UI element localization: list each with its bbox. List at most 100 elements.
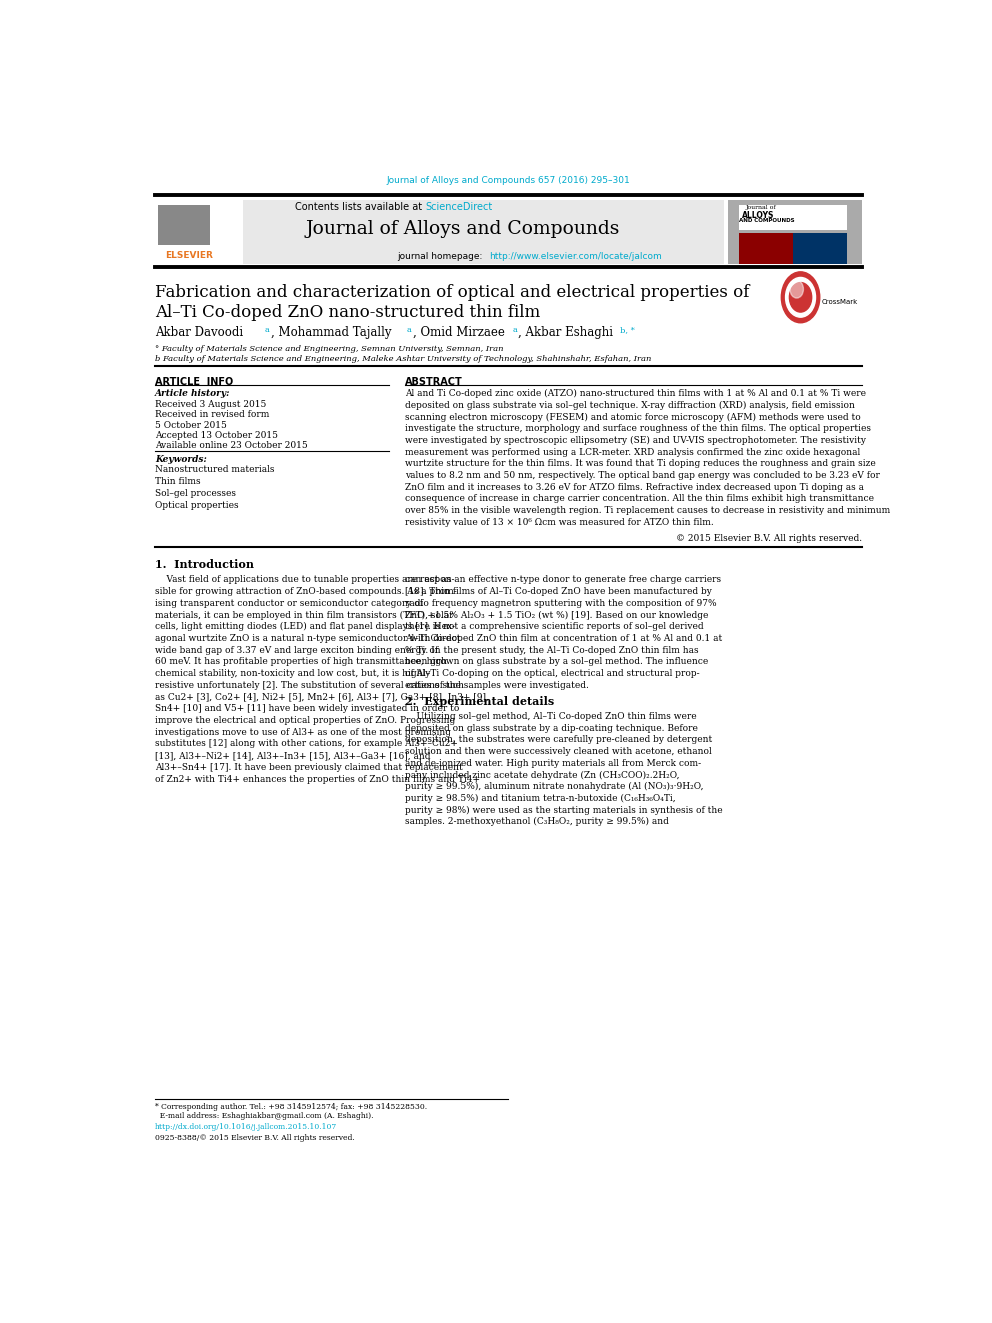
Text: [18]. Thin films of Al–Ti Co-doped ZnO have been manufactured by: [18]. Thin films of Al–Ti Co-doped ZnO h… — [405, 587, 711, 597]
Text: 0925-8388/© 2015 Elsevier B.V. All rights reserved.: 0925-8388/© 2015 Elsevier B.V. All right… — [155, 1134, 354, 1142]
FancyBboxPatch shape — [155, 200, 243, 263]
Text: as Cu2+ [3], Co2+ [4], Ni2+ [5], Mn2+ [6], Al3+ [7], Ga3+ [8], In3+ [9],: as Cu2+ [3], Co2+ [4], Ni2+ [5], Mn2+ [6… — [155, 692, 489, 701]
Text: Vast field of applications due to tunable properties are respon-: Vast field of applications due to tunabl… — [155, 576, 454, 585]
Text: b, *: b, * — [620, 325, 635, 333]
Text: erties of the samples were investigated.: erties of the samples were investigated. — [405, 681, 588, 689]
Text: over 85% in the visible wavelength region. Ti replacement causes to decrease in : over 85% in the visible wavelength regio… — [405, 507, 890, 515]
Circle shape — [790, 280, 804, 298]
Text: ABSTRACT: ABSTRACT — [405, 377, 462, 386]
Text: ARTICLE  INFO: ARTICLE INFO — [155, 377, 233, 386]
Text: , Mohammad Tajally: , Mohammad Tajally — [271, 325, 395, 339]
FancyBboxPatch shape — [155, 200, 724, 263]
Text: scanning electron microscopy (FESEM) and atomic force microscopy (AFM) methods w: scanning electron microscopy (FESEM) and… — [405, 413, 860, 422]
Text: there is not a comprehensive scientific reports of sol–gel derived: there is not a comprehensive scientific … — [405, 622, 703, 631]
Text: Accepted 13 October 2015: Accepted 13 October 2015 — [155, 431, 278, 439]
Text: deposited on glass substrate via sol–gel technique. X-ray diffraction (XRD) anal: deposited on glass substrate via sol–gel… — [405, 401, 854, 410]
Text: purity ≥ 99.5%), aluminum nitrate nonahydrate (Al (NO₃)₃·9H₂O,: purity ≥ 99.5%), aluminum nitrate nonahy… — [405, 782, 703, 791]
Text: measurement was performed using a LCR-meter. XRD analysis confirmed the zinc oxi: measurement was performed using a LCR-me… — [405, 447, 860, 456]
Text: been grown on glass substrate by a sol–gel method. The influence: been grown on glass substrate by a sol–g… — [405, 658, 708, 667]
Text: b Faculty of Materials Science and Engineering, Maleke Ashtar University of Tech: b Faculty of Materials Science and Engin… — [155, 356, 651, 364]
Text: purity ≥ 98%) were used as the starting materials in synthesis of the: purity ≥ 98%) were used as the starting … — [405, 806, 722, 815]
Text: Journal of Alloys and Compounds: Journal of Alloys and Compounds — [306, 220, 619, 238]
Text: cells, light emitting diodes (LED) and flat panel displays [1]. Hex-: cells, light emitting diodes (LED) and f… — [155, 622, 454, 631]
Text: 5 October 2015: 5 October 2015 — [155, 421, 226, 430]
Text: a: a — [265, 325, 270, 333]
FancyBboxPatch shape — [158, 205, 210, 245]
Text: pany included zinc acetate dehydrate (Zn (CH₃COO)₂.2H₂O,: pany included zinc acetate dehydrate (Zn… — [405, 770, 680, 779]
Circle shape — [786, 278, 815, 318]
Text: Akbar Davoodi: Akbar Davoodi — [155, 325, 247, 339]
Text: Thin films: Thin films — [155, 478, 200, 486]
Text: and de-ionized water. High purity materials all from Merck com-: and de-ionized water. High purity materi… — [405, 759, 700, 767]
Text: Keywords:: Keywords: — [155, 455, 206, 464]
Text: Journal of Alloys and Compounds 657 (2016) 295–301: Journal of Alloys and Compounds 657 (201… — [387, 176, 630, 185]
Text: , Omid Mirzaee: , Omid Mirzaee — [413, 325, 509, 339]
Text: of Al–Ti Co-doping on the optical, electrical and structural prop-: of Al–Ti Co-doping on the optical, elect… — [405, 669, 699, 679]
Text: Utilizing sol–gel method, Al–Ti Co-doped ZnO thin films were: Utilizing sol–gel method, Al–Ti Co-doped… — [405, 712, 696, 721]
Text: samples. 2-methoxyethanol (C₃H₈O₂, purity ≥ 99.5%) and: samples. 2-methoxyethanol (C₃H₈O₂, purit… — [405, 818, 669, 827]
Text: materials, it can be employed in thin film transistors (TFT), solar: materials, it can be employed in thin fi… — [155, 610, 453, 619]
Text: consequence of increase in charge carrier concentration. All the thin films exhi: consequence of increase in charge carrie… — [405, 495, 874, 504]
Text: a: a — [512, 325, 517, 333]
FancyBboxPatch shape — [727, 200, 862, 263]
Text: Article history:: Article history: — [155, 389, 230, 398]
Text: investigations move to use of Al3+ as one of the most promising: investigations move to use of Al3+ as on… — [155, 728, 450, 737]
Text: resistive unfortunately [2]. The substitution of several cations such: resistive unfortunately [2]. The substit… — [155, 681, 463, 689]
Text: purity ≥ 98.5%) and titanium tetra-n-butoxide (C₁₆H₃₆O₄Ti,: purity ≥ 98.5%) and titanium tetra-n-but… — [405, 794, 676, 803]
FancyBboxPatch shape — [793, 233, 847, 263]
Text: * Corresponding author. Tel.: +98 3145912574; fax: +98 3145228530.: * Corresponding author. Tel.: +98 314591… — [155, 1103, 427, 1111]
Text: Sn4+ [10] and V5+ [11] have been widely investigated in order to: Sn4+ [10] and V5+ [11] have been widely … — [155, 704, 459, 713]
Text: chemical stability, non-toxicity and low cost, but, it is highly: chemical stability, non-toxicity and low… — [155, 669, 431, 679]
Text: improve the electrical and optical properties of ZnO. Progressing: improve the electrical and optical prope… — [155, 716, 455, 725]
Text: E-mail address: Eshaghiakbar@gmail.com (A. Eshaghi).: E-mail address: Eshaghiakbar@gmail.com (… — [155, 1113, 373, 1121]
Text: http://www.elsevier.com/locate/jalcom: http://www.elsevier.com/locate/jalcom — [489, 253, 662, 262]
Text: © 2015 Elsevier B.V. All rights reserved.: © 2015 Elsevier B.V. All rights reserved… — [676, 533, 862, 542]
Text: , Akbar Eshaghi: , Akbar Eshaghi — [519, 325, 617, 339]
Text: Available online 23 October 2015: Available online 23 October 2015 — [155, 441, 308, 450]
FancyBboxPatch shape — [739, 233, 793, 263]
Text: Al and Ti Co-doped zinc oxide (ATZO) nano-structured thin films with 1 at % Al a: Al and Ti Co-doped zinc oxide (ATZO) nan… — [405, 389, 866, 398]
Text: were investigated by spectroscopic ellipsometry (SE) and UV-VIS spectrophotomete: were investigated by spectroscopic ellip… — [405, 435, 866, 445]
Text: Contents lists available at: Contents lists available at — [295, 201, 426, 212]
Text: a: a — [407, 325, 412, 333]
Text: Al–Ti Co-doped ZnO thin film at concentration of 1 at % Al and 0.1 at: Al–Ti Co-doped ZnO thin film at concentr… — [405, 634, 722, 643]
Text: Fabrication and characterization of optical and electrical properties of: Fabrication and characterization of opti… — [155, 284, 749, 302]
Circle shape — [782, 271, 819, 323]
FancyBboxPatch shape — [739, 205, 847, 230]
Text: Received 3 August 2015: Received 3 August 2015 — [155, 400, 266, 409]
Text: radio frequency magnetron sputtering with the composition of 97%: radio frequency magnetron sputtering wit… — [405, 599, 716, 607]
Text: can act as an effective n-type donor to generate free charge carriers: can act as an effective n-type donor to … — [405, 576, 721, 585]
Text: wide band gap of 3.37 eV and large exciton binding energy of: wide band gap of 3.37 eV and large excit… — [155, 646, 437, 655]
Text: wurtzite structure for the thin films. It was found that Ti doping reduces the r: wurtzite structure for the thin films. I… — [405, 459, 875, 468]
Text: journal homepage:: journal homepage: — [397, 253, 485, 262]
Text: ising transparent conductor or semiconductor category of: ising transparent conductor or semicondu… — [155, 599, 423, 607]
Text: Optical properties: Optical properties — [155, 500, 238, 509]
Text: Al–Ti Co-doped ZnO nano-structured thin film: Al–Ti Co-doped ZnO nano-structured thin … — [155, 304, 540, 321]
Text: sible for growing attraction of ZnO-based compounds. As a prom-: sible for growing attraction of ZnO-base… — [155, 587, 456, 597]
Text: % Ti. In the present study, the Al–Ti Co-doped ZnO thin film has: % Ti. In the present study, the Al–Ti Co… — [405, 646, 698, 655]
Text: agonal wurtzite ZnO is a natural n-type semiconductor with direct: agonal wurtzite ZnO is a natural n-type … — [155, 634, 460, 643]
Text: ScienceDirect: ScienceDirect — [426, 201, 493, 212]
Text: Al3+–Sn4+ [17]. It have been previously claimed that replacement: Al3+–Sn4+ [17]. It have been previously … — [155, 763, 462, 771]
Text: resistivity value of 13 × 10⁶ Ωcm was measured for ATZO thin film.: resistivity value of 13 × 10⁶ Ωcm was me… — [405, 517, 713, 527]
Circle shape — [790, 283, 811, 312]
Text: CrossMark: CrossMark — [822, 299, 858, 306]
Text: AND COMPOUNDS: AND COMPOUNDS — [739, 218, 795, 222]
Text: of Zn2+ with Ti4+ enhances the properties of ZnO thin films and Ti4+: of Zn2+ with Ti4+ enhances the propertie… — [155, 774, 480, 783]
Text: Journal of: Journal of — [745, 205, 776, 209]
Text: ZnO +1.5% Al₂O₃ + 1.5 TiO₂ (wt %) [19]. Based on our knowledge: ZnO +1.5% Al₂O₃ + 1.5 TiO₂ (wt %) [19]. … — [405, 610, 708, 619]
Text: ° Faculty of Materials Science and Engineering, Semnan University, Semnan, Iran: ° Faculty of Materials Science and Engin… — [155, 345, 503, 353]
Text: Nanostructured materials: Nanostructured materials — [155, 466, 274, 475]
Text: ALLOYS: ALLOYS — [742, 210, 775, 220]
Text: http://dx.doi.org/10.1016/j.jallcom.2015.10.107: http://dx.doi.org/10.1016/j.jallcom.2015… — [155, 1123, 337, 1131]
Text: solution and then were successively cleaned with acetone, ethanol: solution and then were successively clea… — [405, 747, 711, 755]
Text: Received in revised form: Received in revised form — [155, 410, 269, 419]
Text: 2.  Experimental details: 2. Experimental details — [405, 696, 554, 706]
Text: deposited on glass substrate by a dip-coating technique. Before: deposited on glass substrate by a dip-co… — [405, 724, 697, 733]
Text: values to 8.2 nm and 50 nm, respectively. The optical band gap energy was conclu: values to 8.2 nm and 50 nm, respectively… — [405, 471, 880, 480]
Text: [13], Al3+–Ni2+ [14], Al3+–In3+ [15], Al3+–Ga3+ [16], and: [13], Al3+–Ni2+ [14], Al3+–In3+ [15], Al… — [155, 751, 431, 761]
Text: ELSEVIER: ELSEVIER — [165, 251, 212, 261]
Text: investigate the structure, morphology and surface roughness of the thin films. T: investigate the structure, morphology an… — [405, 425, 871, 433]
Text: substitutes [12] along with other cations, for example Al3+–Cu2+: substitutes [12] along with other cation… — [155, 740, 457, 749]
Text: deposition, the substrates were carefully pre-cleaned by detergent: deposition, the substrates were carefull… — [405, 736, 712, 745]
